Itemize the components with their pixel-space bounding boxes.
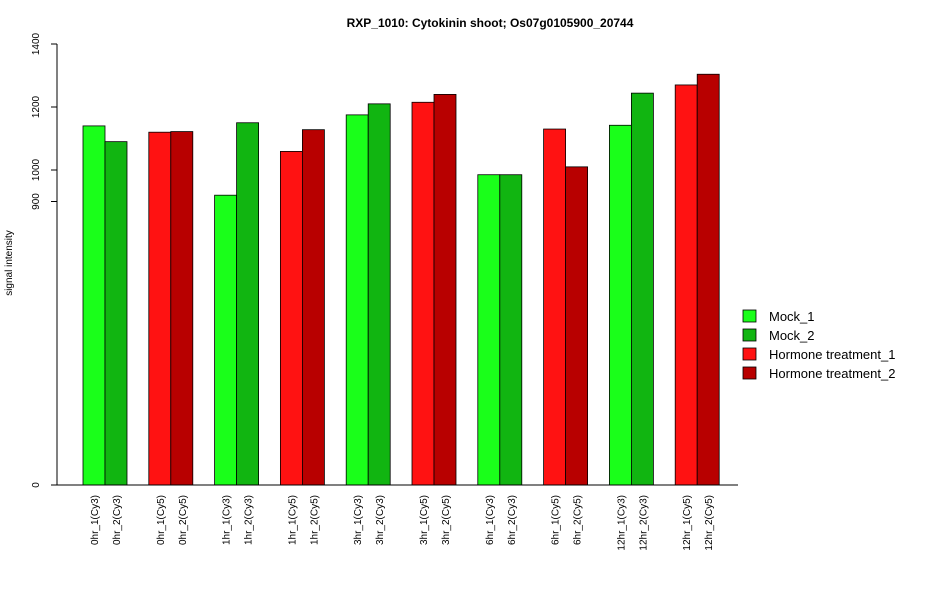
bar: [214, 194, 238, 486]
y-tick-label: 0: [31, 482, 42, 488]
x-tick-label: 0hr_1(Cy5): [156, 495, 167, 545]
bar: [104, 141, 128, 486]
bars: [82, 73, 720, 486]
x-tick-label: 0hr_1(Cy3): [90, 495, 101, 545]
x-tick-label: 3hr_2(Cy5): [441, 495, 452, 545]
x-tick-label: 0hr_2(Cy3): [112, 495, 123, 545]
bar: [433, 94, 457, 486]
bar: [674, 84, 698, 486]
y-tick-label: 900: [31, 193, 42, 210]
x-tick-label: 12hr_2(Cy5): [704, 495, 715, 551]
bar: [367, 103, 391, 486]
bar: [631, 92, 654, 486]
x-tick-label: 6hr_2(Cy3): [507, 495, 518, 545]
bar: [170, 131, 194, 486]
x-tick-label: 6hr_1(Cy3): [485, 495, 496, 545]
bar: [499, 174, 523, 486]
y-tick-label: 1000: [31, 158, 42, 181]
x-axis: 0hr_1(Cy3) 0hr_2(Cy3) 0hr_1(Cy5) 0hr_2(Cy5)…: [57, 484, 738, 551]
legend-swatch: [742, 309, 757, 323]
x-tick-label: 12hr_2(Cy3): [638, 495, 649, 551]
bar: [279, 151, 303, 486]
x-tick-label: 1hr_2(Cy3): [244, 495, 255, 545]
bar: [236, 122, 260, 486]
x-tick-label: 1hr_1(Cy5): [287, 495, 298, 545]
bar: [609, 124, 632, 486]
x-tick-label: 6hr_2(Cy5): [573, 495, 584, 545]
bar: [345, 114, 369, 486]
bar: [696, 73, 720, 486]
y-axis-title: signal intensity: [4, 230, 15, 296]
legend-label: Hormone treatment_1: [769, 347, 895, 362]
legend-label: Mock_2: [769, 328, 815, 343]
bar: [543, 128, 566, 486]
y-tick-label: 1200: [31, 95, 42, 118]
bar: [565, 166, 588, 486]
bar: [477, 174, 501, 486]
x-tick-label: 12hr_1(Cy5): [682, 495, 693, 551]
bar: [411, 101, 435, 486]
y-axis: 0 900 1000 1200 1400: [31, 32, 58, 488]
x-tick-label: 0hr_2(Cy5): [178, 495, 189, 545]
x-tick-label: 3hr_1(Cy5): [419, 495, 430, 545]
x-tick-label: 1hr_1(Cy3): [222, 495, 233, 545]
x-tick-label: 3hr_2(Cy3): [375, 495, 386, 545]
x-tick-label: 1hr_2(Cy5): [309, 495, 320, 545]
legend-swatch: [742, 347, 757, 361]
chart-title: RXP_1010: Cytokinin shoot; Os07g0105900_…: [347, 16, 634, 30]
bar: [301, 129, 325, 486]
x-tick-label: 12hr_1(Cy3): [616, 495, 627, 551]
legend-swatch: [742, 366, 757, 380]
y-tick-label: 1400: [31, 32, 42, 55]
legend-label: Mock_1: [769, 309, 815, 324]
x-tick-label: 6hr_1(Cy5): [551, 495, 562, 545]
bar: [148, 131, 172, 486]
bar: [82, 125, 106, 486]
x-tick-label: 3hr_1(Cy3): [353, 495, 364, 545]
legend-swatch: [742, 328, 757, 342]
legend: Mock_1 Mock_2 Hormone treatment_1 Hormone t…: [742, 309, 895, 381]
legend-label: Hormone treatment_2: [769, 366, 895, 381]
